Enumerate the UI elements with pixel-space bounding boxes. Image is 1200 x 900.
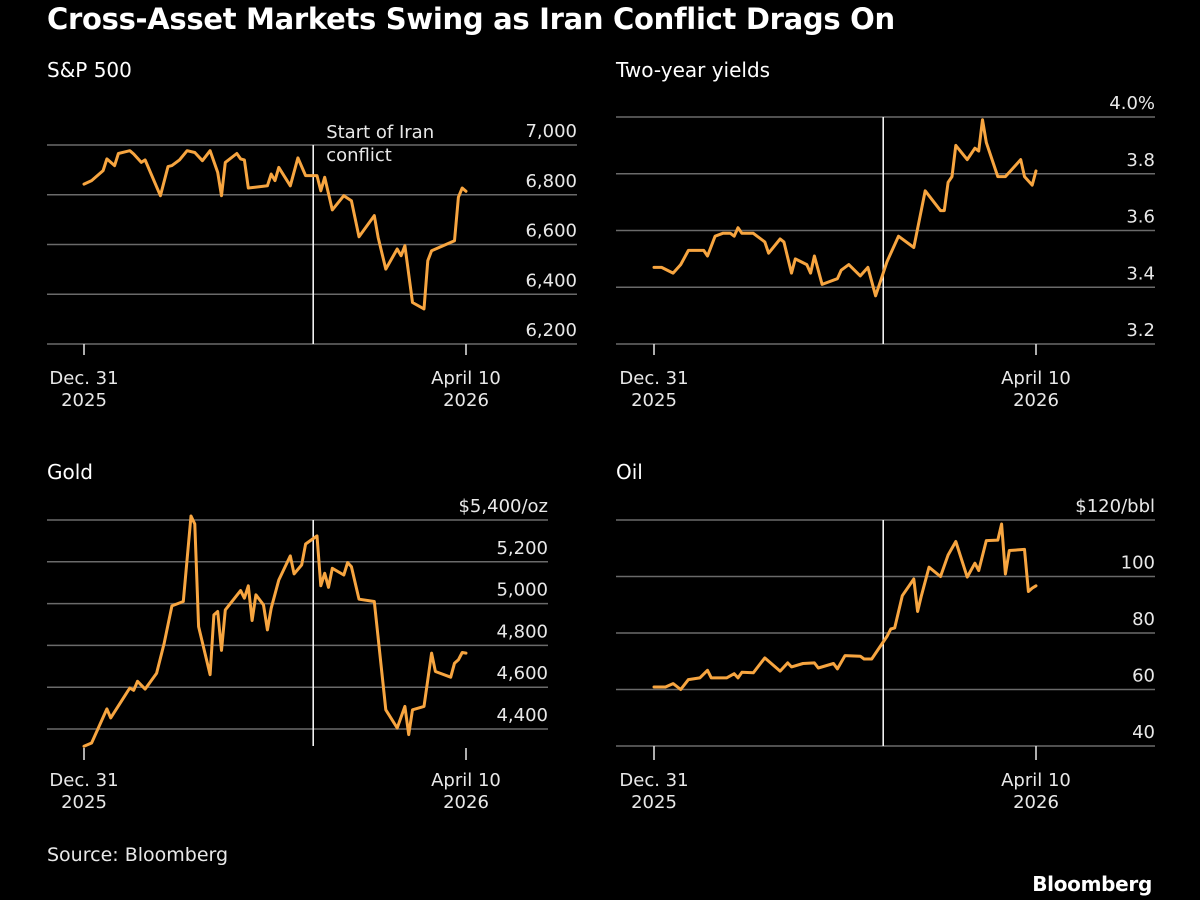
sp500-ytick-label: 6,200 [525,320,577,341]
gold-xtick-label: 2025 [61,792,107,813]
yields-series-line [652,118,1038,298]
oil-xtick-label: 2025 [631,792,677,813]
oil-xtick-label: Dec. 31 [619,770,688,791]
sp500-xtick-label: April 10 [431,368,501,389]
gold-ytick-label: 4,400 [496,705,548,726]
gold-ytick-label: 5,000 [496,580,548,601]
chart-title: Cross-Asset Markets Swing as Iran Confli… [47,2,895,36]
sp500-ytick-label: 6,400 [525,270,577,291]
yields-ytick-label: 3.6 [1126,207,1155,228]
yields-xtick-label: Dec. 31 [619,368,688,389]
gold-xtick-label: 2026 [443,792,489,813]
yields-xtick-label: 2025 [631,390,677,411]
sp500-xtick-label: Dec. 31 [49,368,118,389]
gold-ytick-label: 5,200 [496,538,548,559]
panel-title-oil: Oil [616,460,643,484]
bloomberg-logo: Bloomberg [1032,872,1152,896]
gold-series-line [82,514,468,748]
sp500-ytick-label: 6,800 [525,171,577,192]
gold-ytick-label: 4,600 [496,663,548,684]
oil-ytick-label: 60 [1132,666,1155,687]
sp500-xtick-label: 2025 [61,390,107,411]
oil-ytick-label: 80 [1132,609,1155,630]
oil-xtick-label: 2026 [1013,792,1059,813]
oil-ytick-label: 100 [1121,553,1155,574]
yields-xtick-label: 2026 [1013,390,1059,411]
chart-background [47,0,1155,900]
source-note: Source: Bloomberg [47,844,229,866]
panel-title-gold: Gold [47,460,93,484]
oil-xtick-label: April 10 [1001,770,1071,791]
panel-title-sp500: S&P 500 [47,58,132,82]
oil-series-line [652,522,1038,691]
yields-ytick-label: 4.0% [1109,93,1155,114]
panel-title-yields: Two-year yields [616,58,771,82]
sp500-ytick-label: 7,000 [525,121,577,142]
sp500-event-annotation: conflict [326,145,392,166]
gold-ytick-label: $5,400/oz [458,496,548,517]
yields-xtick-label: April 10 [1001,368,1071,389]
yields-ytick-label: 3.4 [1126,263,1155,284]
oil-ytick-label: $120/bbl [1075,496,1155,517]
sp500-event-annotation: Start of Iran [326,122,434,143]
sp500-ytick-label: 6,600 [525,221,577,242]
yields-ytick-label: 3.2 [1126,320,1155,341]
yields-ytick-label: 3.8 [1126,150,1155,171]
sp500-series-line [82,149,468,311]
gold-xtick-label: April 10 [431,770,501,791]
oil-ytick-label: 40 [1132,722,1155,743]
sp500-xtick-label: 2026 [443,390,489,411]
gold-xtick-label: Dec. 31 [49,770,118,791]
gold-ytick-label: 4,800 [496,621,548,642]
